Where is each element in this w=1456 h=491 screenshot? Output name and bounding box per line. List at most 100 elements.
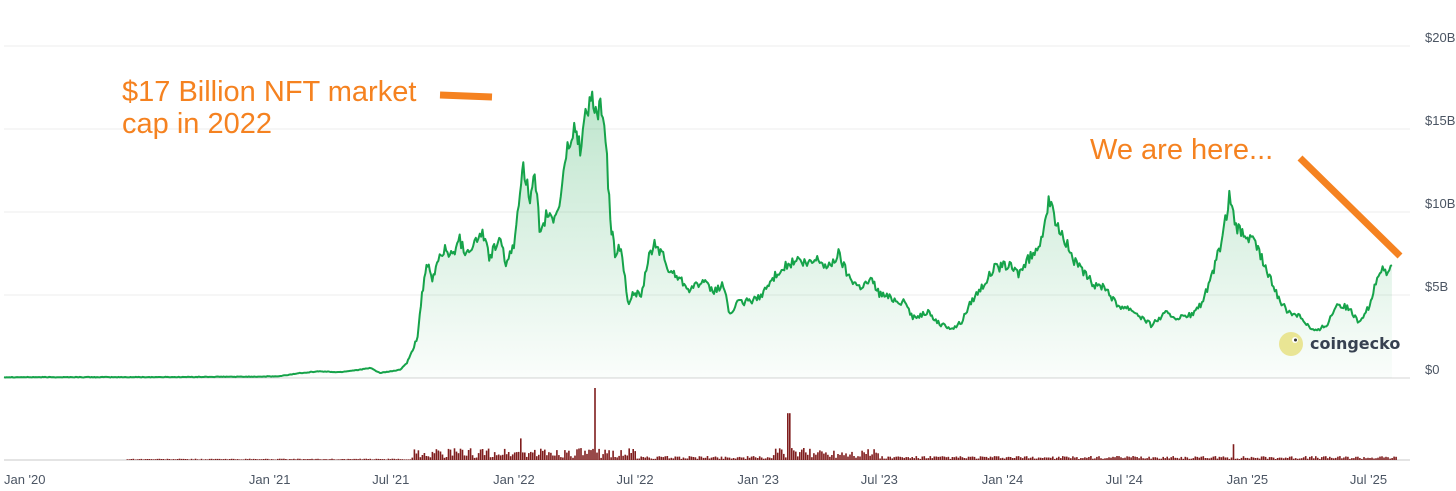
- volume-bar: [1052, 456, 1054, 460]
- volume-bar: [1385, 456, 1387, 460]
- volume-bar: [1274, 459, 1277, 460]
- volume-bar: [1108, 457, 1110, 460]
- x-tick-label: Jan '25: [1227, 472, 1269, 487]
- volume-bar: [409, 459, 412, 460]
- volume-bar: [1335, 457, 1337, 460]
- volume-bar: [240, 459, 243, 460]
- volume-bar: [1325, 456, 1327, 460]
- volume-bar: [465, 455, 468, 460]
- volume-bar: [1060, 458, 1062, 460]
- volume-bar: [307, 459, 309, 460]
- volume-bar: [391, 458, 394, 460]
- volume-bar: [630, 453, 632, 460]
- volume-bar: [1066, 456, 1068, 460]
- volume-bar: [708, 458, 711, 460]
- volume-bar: [700, 456, 703, 460]
- volume-bar: [497, 454, 500, 460]
- volume-bar: [375, 458, 377, 460]
- volume-bar: [572, 457, 574, 460]
- volume-bar: [355, 458, 357, 460]
- volume-bar: [772, 455, 775, 460]
- volume-bar: [867, 449, 869, 460]
- volume-bar: [1311, 456, 1313, 460]
- volume-bar: [955, 456, 958, 460]
- volume-bar: [493, 452, 496, 460]
- gecko-icon: [1279, 332, 1303, 356]
- volume-bar: [168, 459, 171, 460]
- volume-bar: [540, 448, 542, 460]
- volume-bar: [943, 456, 946, 460]
- x-tick-label: Jul '21: [372, 472, 409, 487]
- volume-bar: [1001, 457, 1004, 460]
- volume-bar: [279, 458, 281, 460]
- volume-bar: [594, 388, 596, 460]
- volume-bar: [329, 459, 331, 460]
- volume-bar: [140, 458, 143, 460]
- volume-bar: [881, 456, 883, 460]
- volume-bar: [248, 458, 251, 460]
- volume-bar: [1280, 457, 1283, 460]
- volume-bar: [973, 456, 976, 460]
- volume-bar: [1357, 456, 1359, 460]
- volume-bar: [499, 455, 502, 460]
- volume-bar: [1070, 458, 1072, 460]
- volume-bar: [728, 457, 731, 460]
- volume-bar: [1080, 458, 1082, 460]
- volume-bar: [1134, 456, 1136, 460]
- volume-bar: [544, 449, 546, 460]
- volume-bar: [1182, 458, 1185, 460]
- volume-bar: [1086, 457, 1088, 460]
- gecko-pupil: [1294, 338, 1297, 342]
- volume-bar: [415, 453, 418, 460]
- volume-bar: [909, 458, 911, 460]
- volume-bar: [1304, 456, 1307, 460]
- volume-bar: [1122, 458, 1124, 460]
- volume-bars: [126, 388, 1397, 460]
- volume-bar: [417, 450, 420, 460]
- volume-bar: [1192, 458, 1195, 460]
- volume-bar: [1228, 458, 1231, 460]
- volume-bar: [313, 459, 315, 460]
- x-tick-label: Jan '22: [493, 472, 535, 487]
- volume-bar: [1174, 457, 1176, 460]
- volume-bar: [885, 458, 887, 460]
- volume-bar: [317, 458, 319, 460]
- volume-bar: [429, 457, 432, 460]
- volume-bar: [815, 454, 817, 460]
- market-cap-area: [4, 91, 1392, 378]
- volume-bar: [148, 459, 151, 460]
- volume-bar: [785, 457, 787, 460]
- volume-bar: [923, 456, 926, 460]
- volume-bar: [1284, 457, 1287, 460]
- volume-bar: [899, 456, 901, 460]
- volume-bar: [1029, 457, 1032, 460]
- y-tick-label: $20B: [1425, 30, 1455, 45]
- volume-bar: [1224, 457, 1227, 460]
- volume-bar: [1102, 458, 1104, 460]
- volume-bar: [214, 458, 217, 460]
- volume-bar: [495, 455, 498, 460]
- volume-bar: [1084, 457, 1086, 460]
- volume-bar: [1200, 456, 1203, 460]
- volume-bar: [696, 458, 699, 460]
- volume-bar: [297, 458, 299, 460]
- volume-bar: [216, 458, 219, 460]
- volume-bar: [524, 452, 526, 460]
- volume-bar: [919, 458, 922, 460]
- volume-bar: [871, 454, 873, 460]
- volume-bar: [1076, 457, 1078, 460]
- volume-bar: [925, 458, 928, 460]
- volume-bar: [817, 452, 819, 460]
- volume-bar: [138, 459, 141, 460]
- volume-bar: [457, 453, 460, 460]
- volume-bar: [244, 458, 247, 460]
- volume-bar: [1035, 458, 1038, 460]
- volume-bar: [1379, 456, 1381, 460]
- volume-bar: [222, 459, 225, 460]
- volume-bar: [1286, 458, 1289, 460]
- volume-bar: [1176, 457, 1178, 460]
- volume-bar: [608, 450, 610, 460]
- volume-bar: [578, 448, 580, 460]
- volume-bar: [212, 459, 215, 460]
